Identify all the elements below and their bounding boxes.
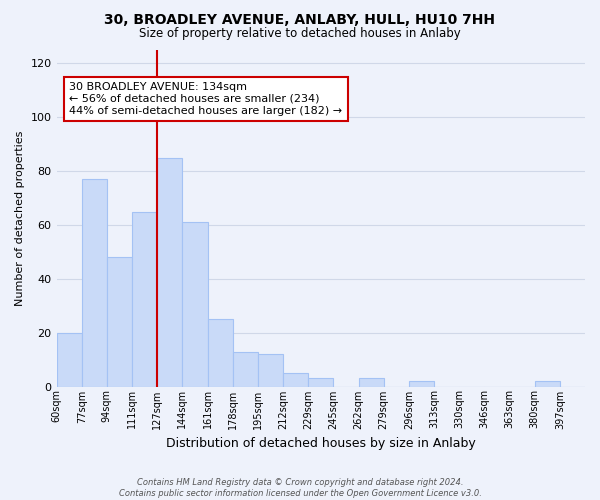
Bar [132,212,157,386]
Y-axis label: Number of detached properties: Number of detached properties [15,130,25,306]
Text: Size of property relative to detached houses in Anlaby: Size of property relative to detached ho… [139,28,461,40]
Text: 30, BROADLEY AVENUE, ANLABY, HULL, HU10 7HH: 30, BROADLEY AVENUE, ANLABY, HULL, HU10 … [104,12,496,26]
Text: 30 BROADLEY AVENUE: 134sqm
← 56% of detached houses are smaller (234)
44% of sem: 30 BROADLEY AVENUE: 134sqm ← 56% of deta… [69,82,342,116]
Bar [56,332,82,386]
Bar [182,222,208,386]
Bar [283,373,308,386]
Bar [157,158,182,386]
Bar [535,381,560,386]
Bar [359,378,383,386]
Bar [308,378,334,386]
Bar [82,179,107,386]
Bar [233,352,258,386]
Bar [107,258,132,386]
Bar [258,354,283,386]
Bar [208,319,233,386]
Bar [409,381,434,386]
Text: Contains HM Land Registry data © Crown copyright and database right 2024.
Contai: Contains HM Land Registry data © Crown c… [119,478,481,498]
X-axis label: Distribution of detached houses by size in Anlaby: Distribution of detached houses by size … [166,437,476,450]
